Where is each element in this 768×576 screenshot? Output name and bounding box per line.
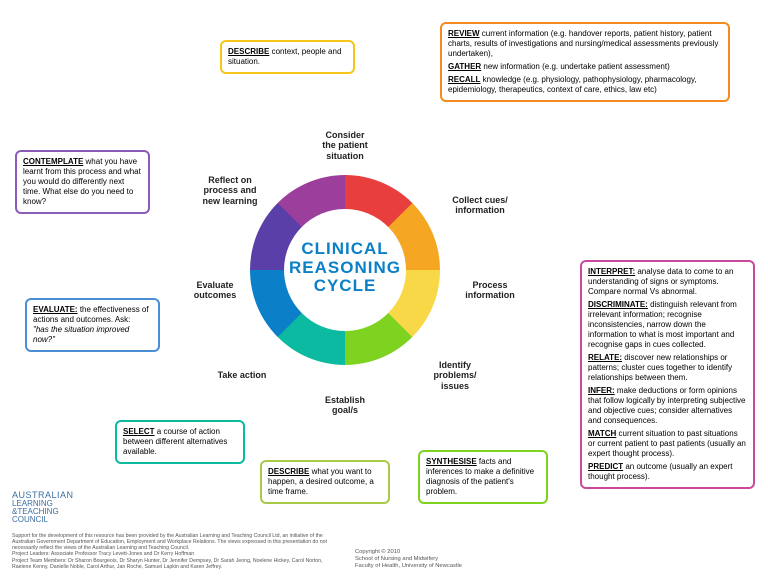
callout-describe-bottom: DESCRIBE what you want to happen, a desi…: [260, 460, 390, 504]
stage-label: Reflect onprocess andnew learning: [190, 175, 270, 206]
stage-label: Establishgoal/s: [305, 395, 385, 416]
callout-process: INTERPRET: analyse data to come to an un…: [580, 260, 755, 489]
title-l3: CYCLe: [250, 277, 440, 296]
stage-label: Take action: [202, 370, 282, 380]
callout-synthesise: SYNTHESISE facts and inferences to make …: [418, 450, 548, 504]
stage-label: Processinformation: [450, 280, 530, 301]
stage-label: Identifyproblems/issues: [415, 360, 495, 391]
callout-select: SELECT a course of action between differ…: [115, 420, 245, 464]
altc-logo: AUSTRALIAN LEARNING &TEACHING COUNCIL: [12, 491, 74, 524]
footer-fineprint: Support for the development of this reso…: [12, 533, 338, 570]
diagram-title: CLINICAL ReaSONING CYCLe: [250, 240, 440, 296]
callout-contemplate: CONTEMPLATE what you have learnt from th…: [15, 150, 150, 214]
stage-label: Considerthe patientsituation: [305, 130, 385, 161]
callout-evaluate: EVALUATE: the effectiveness of actions a…: [25, 298, 160, 352]
callout-describe-top: DESCRIBE context, people and situation.: [220, 40, 355, 74]
stage-label: Evaluateoutcomes: [175, 280, 255, 301]
callout-review: REVIEW current information (e.g. handove…: [440, 22, 730, 102]
title-l1: CLINICAL: [250, 240, 440, 259]
stage-label: Collect cues/information: [440, 195, 520, 216]
footer-copyright: Copyright © 2010School of Nursing and Mi…: [355, 549, 462, 570]
title-l2: ReaSONING: [250, 259, 440, 278]
